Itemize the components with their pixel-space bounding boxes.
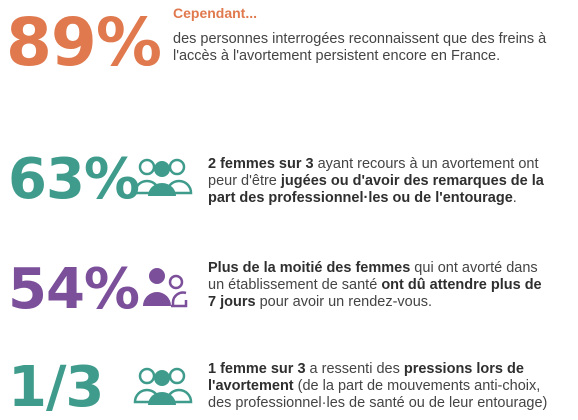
stat-54-bold-1: Plus de la moitié des femmes xyxy=(208,260,411,276)
group-icon xyxy=(133,367,193,405)
stat-54-regular-1: qui ont avorté dans un établissement de … xyxy=(208,260,538,293)
stat-54-text: Plus de la moitié des femmes qui ont avo… xyxy=(208,260,553,311)
pair-icon xyxy=(143,268,188,308)
stat-63-regular-1: ayant recours à un avortement ont peur d… xyxy=(208,156,539,189)
stat-1-3-text: 1 femme sur 3 a ressenti des pressions l… xyxy=(208,361,553,412)
stat-1-3-regular-1: a ressenti des xyxy=(305,361,404,377)
stat-54-bold-2: ont dû attendre plus de 7 jours xyxy=(208,277,542,310)
stat-54-regular-2: pour avoir un rendez-vous. xyxy=(255,294,433,310)
stat-63-value: 63% xyxy=(8,147,140,212)
stat-89-kicker: Cependant... xyxy=(173,5,258,21)
stat-63-regular-2: . xyxy=(512,190,517,206)
stat-1-3-bold-1: 1 femme sur 3 xyxy=(208,361,306,377)
group-icon xyxy=(133,158,193,196)
stat-63-bold-2: jugées ou d'avoir des remarques de la pa… xyxy=(208,173,544,206)
stat-89-text: des personnes interrogées reconnaissent … xyxy=(173,31,547,64)
stat-89-value: 89% xyxy=(6,4,162,81)
stat-63-text: 2 femmes sur 3 ayant recours à un avorte… xyxy=(208,156,553,207)
stat-1-3-bold-2: pressions lors de l'avortement xyxy=(208,361,524,394)
stat-54-value: 54% xyxy=(8,257,140,322)
stat-1-3-value: 1/3 xyxy=(8,355,104,420)
stat-63-bold-1: 2 femmes sur 3 xyxy=(208,156,314,172)
